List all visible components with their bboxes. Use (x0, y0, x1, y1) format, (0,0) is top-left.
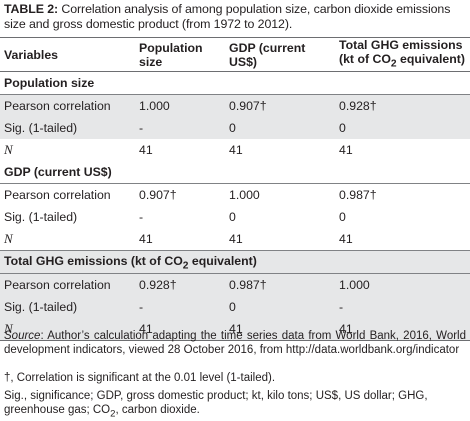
header-row: Variables Population size GDP (current U… (0, 36, 470, 73)
header-ghg-sub: 2 (390, 58, 397, 70)
correlation-table: Variables Population size GDP (current U… (0, 36, 470, 342)
table-row: Sig. (1-tailed) - 0 - (0, 296, 470, 319)
cell-gdp: 41 (229, 232, 243, 247)
row-label: Pearson correlation (0, 94, 135, 118)
cell-population: 41 (135, 318, 225, 342)
row-label: N (4, 142, 13, 158)
section-title-post: equivalent) (188, 253, 257, 268)
cell-ghg: 0 (335, 117, 470, 140)
cell-ghg: 41 (339, 232, 353, 247)
cell-population: - (135, 296, 225, 319)
section-title: Total GHG emissions (kt of CO2 equivalen… (0, 250, 470, 274)
row-label: N (4, 231, 13, 247)
table-row: Pearson correlation 0.907† 1.000 0.987† (0, 183, 470, 207)
table-row: Pearson correlation 1.000 0.907† 0.928† (0, 94, 470, 118)
table-row: N 41 41 41 (0, 318, 470, 342)
section-row: Total GHG emissions (kt of CO2 equivalen… (0, 250, 470, 274)
row-label: Sig. (1-tailed) (4, 210, 78, 225)
header-ghg-post: equivalent) (396, 52, 465, 66)
table-caption: TABLE 2: Correlation analysis of among p… (4, 2, 466, 32)
table-row: Sig. (1-tailed) - 0 0 (0, 117, 470, 140)
cell-ghg: 1.000 (335, 273, 470, 297)
cell-population: 41 (139, 232, 153, 247)
cell-population: 0.907† (135, 183, 225, 207)
section-title-sub: 2 (182, 260, 189, 272)
cell-ghg: 0 (339, 210, 346, 225)
cell-population: - (135, 117, 225, 140)
cell-ghg: 0.987† (335, 183, 470, 207)
caption-label: TABLE 2: (4, 2, 59, 16)
header-ghg-pre: Total GHG emissions (kt of CO (339, 38, 463, 66)
cell-population: 1.000 (135, 94, 225, 118)
cell-gdp: 0 (229, 210, 236, 225)
section-title: Population size (4, 76, 95, 91)
header-gdp: GDP (current US$) (225, 36, 335, 73)
table-row: Sig. (1-tailed) - 0 0 (0, 206, 470, 228)
cell-ghg: - (335, 296, 470, 319)
table-row: Pearson correlation 0.928† 0.987† 1.000 (0, 273, 470, 297)
section-title: GDP (current US$) (4, 165, 112, 180)
abbreviations-note: Sig., significance; GDP, gross domestic … (4, 389, 466, 421)
table-row: N 41 41 41 (0, 228, 470, 251)
section-title-pre: Total GHG emissions (kt of CO (4, 253, 183, 268)
cell-gdp: 0 (225, 117, 335, 140)
caption-text: Correlation analysis of among population… (4, 2, 451, 31)
section-row: GDP (current US$) (0, 161, 470, 184)
section-row: Population size (0, 72, 470, 95)
row-label: N (0, 318, 135, 342)
row-label: Sig. (1-tailed) (0, 296, 135, 319)
cell-population: 0.928† (135, 273, 225, 297)
row-label: Pearson correlation (0, 273, 135, 297)
header-ghg: Total GHG emissions (kt of CO2 equivalen… (335, 36, 470, 73)
cell-gdp: 0.907† (225, 94, 335, 118)
cell-population: 41 (139, 143, 153, 158)
abbrev-pre: Sig., significance; GDP, gross domestic … (4, 390, 428, 416)
source-text: : Author’s calculation adapting the time… (4, 330, 466, 356)
abbrev-post: , carbon dioxide. (115, 404, 200, 416)
cell-ghg: 0.928† (335, 94, 470, 118)
significance-note: †, Correlation is significant at the 0.0… (4, 372, 276, 384)
source-label: Source (4, 330, 41, 342)
header-population: Population size (135, 36, 225, 73)
row-label: Sig. (1-tailed) (0, 117, 135, 140)
cell-population: - (139, 210, 144, 225)
cell-ghg: 41 (335, 318, 470, 342)
table-row: N 41 41 41 (0, 139, 470, 161)
source-note: Source: Author’s calculation adapting th… (4, 329, 466, 357)
cell-ghg: 41 (339, 143, 353, 158)
abbrev-sub: 2 (110, 408, 116, 420)
cell-gdp: 41 (229, 143, 243, 158)
header-variables: Variables (0, 36, 135, 73)
cell-gdp: 1.000 (225, 183, 335, 207)
cell-gdp: 41 (225, 318, 335, 342)
row-label: Pearson correlation (0, 183, 135, 207)
cell-gdp: 0.987† (225, 273, 335, 297)
cell-gdp: 0 (225, 296, 335, 319)
